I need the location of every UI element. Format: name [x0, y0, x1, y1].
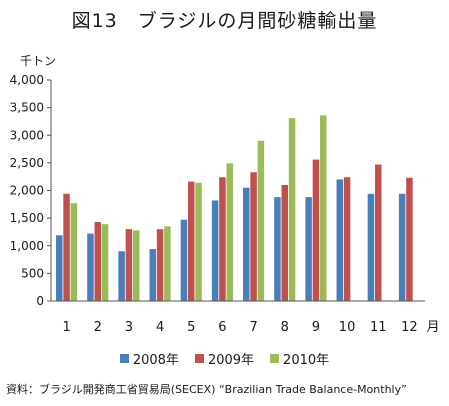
bar-2008年-1 — [56, 235, 63, 301]
bar-2009年-8 — [281, 184, 288, 301]
bar-2008年-6 — [211, 200, 219, 301]
bar-2009年-2 — [94, 221, 101, 301]
bar-2009年-10 — [343, 177, 351, 301]
x-tick-label: 5 — [187, 320, 195, 335]
bar-2008年-2 — [87, 233, 94, 301]
bar-2009年-12 — [406, 177, 413, 301]
legend: 2008年 2009年 2010年 — [0, 349, 449, 368]
legend-label: 2010年 — [283, 353, 330, 368]
bar-2010年-8 — [288, 118, 296, 302]
y-axis-unit-label: 千トン — [20, 54, 57, 68]
legend-swatch — [194, 354, 204, 363]
y-axis-ticks: 0 500 1,000 1,500 2,000 2,500 3,000 3,500 4,000 — [10, 73, 51, 308]
x-tick-label: 6 — [218, 320, 226, 335]
x-axis-label: 月 — [426, 320, 439, 335]
bar-2009年-1 — [63, 193, 70, 301]
y-tick-label: 2,500 — [10, 156, 44, 170]
y-tick-label: 1,000 — [10, 239, 44, 253]
x-tick-label: 3 — [125, 320, 133, 335]
bar-2008年-9 — [305, 197, 312, 301]
x-tick-label: 11 — [370, 320, 387, 335]
bar-2008年-5 — [180, 219, 188, 301]
bar-2009年-6 — [219, 177, 226, 301]
legend-swatch — [119, 354, 129, 363]
x-tick-label: 4 — [156, 320, 164, 335]
bar-series — [56, 115, 413, 302]
x-tick-label: 12 — [401, 320, 418, 335]
legend-swatch — [270, 354, 280, 363]
bar-2009年-5 — [188, 181, 195, 301]
bar-2008年-11 — [367, 193, 375, 301]
bar-2008年-8 — [274, 197, 281, 301]
bar-2010年-2 — [101, 224, 109, 301]
x-tick-label: 2 — [94, 320, 102, 335]
bar-chart: 05001,0001,5002,0002,5003,0003,5004,000 … — [10, 73, 440, 335]
bar-2010年-3 — [132, 230, 140, 301]
y-tick-label: 4,000 — [10, 73, 44, 87]
bar-2009年-9 — [312, 159, 320, 301]
x-tick-label: 1 — [62, 320, 70, 335]
y-tick-label: 500 — [21, 266, 44, 280]
legend-label: 2009年 — [207, 353, 255, 368]
legend-item: 2009年 — [194, 349, 255, 368]
bar-2008年-12 — [398, 193, 406, 301]
bar-2008年-10 — [336, 179, 344, 301]
bar-2009年-7 — [250, 172, 257, 301]
legend-item: 2008年 — [119, 349, 179, 368]
x-axis-ticks: 1 2 3 4 5 6 7 8 9 10 11 12 — [62, 320, 417, 335]
bar-2010年-6 — [226, 163, 233, 301]
y-tick-label: 1,500 — [10, 211, 44, 225]
x-tick-label: 10 — [339, 320, 356, 335]
bar-2010年-1 — [70, 203, 78, 301]
legend-label: 2008年 — [132, 353, 179, 368]
bar-2010年-7 — [257, 140, 265, 301]
y-tick-label: 2,000 — [10, 184, 44, 198]
x-tick-label: 9 — [312, 320, 320, 335]
bar-2010年-5 — [195, 182, 202, 301]
y-tick-label: 0 — [36, 294, 44, 308]
bar-2009年-11 — [375, 164, 382, 301]
y-tick-label: 3,500 — [10, 101, 44, 115]
bar-2009年-3 — [125, 229, 133, 301]
legend-item: 2010年 — [270, 349, 329, 368]
bar-2010年-4 — [164, 226, 171, 301]
bar-2008年-3 — [118, 251, 125, 301]
bar-2008年-4 — [149, 249, 157, 301]
source-note: 資料：ブラジル開発商工省貿易局(SECEX) “Brazilian Trade … — [6, 383, 407, 396]
bar-2009年-4 — [156, 229, 164, 301]
x-tick-label: 7 — [249, 320, 257, 335]
chart-title: 図13 ブラジルの月間砂糖輸出量 — [71, 10, 378, 32]
x-tick-label: 8 — [281, 320, 289, 335]
bar-2010年-9 — [319, 115, 327, 301]
y-tick-label: 3,000 — [10, 128, 44, 142]
bar-2008年-7 — [243, 187, 250, 301]
